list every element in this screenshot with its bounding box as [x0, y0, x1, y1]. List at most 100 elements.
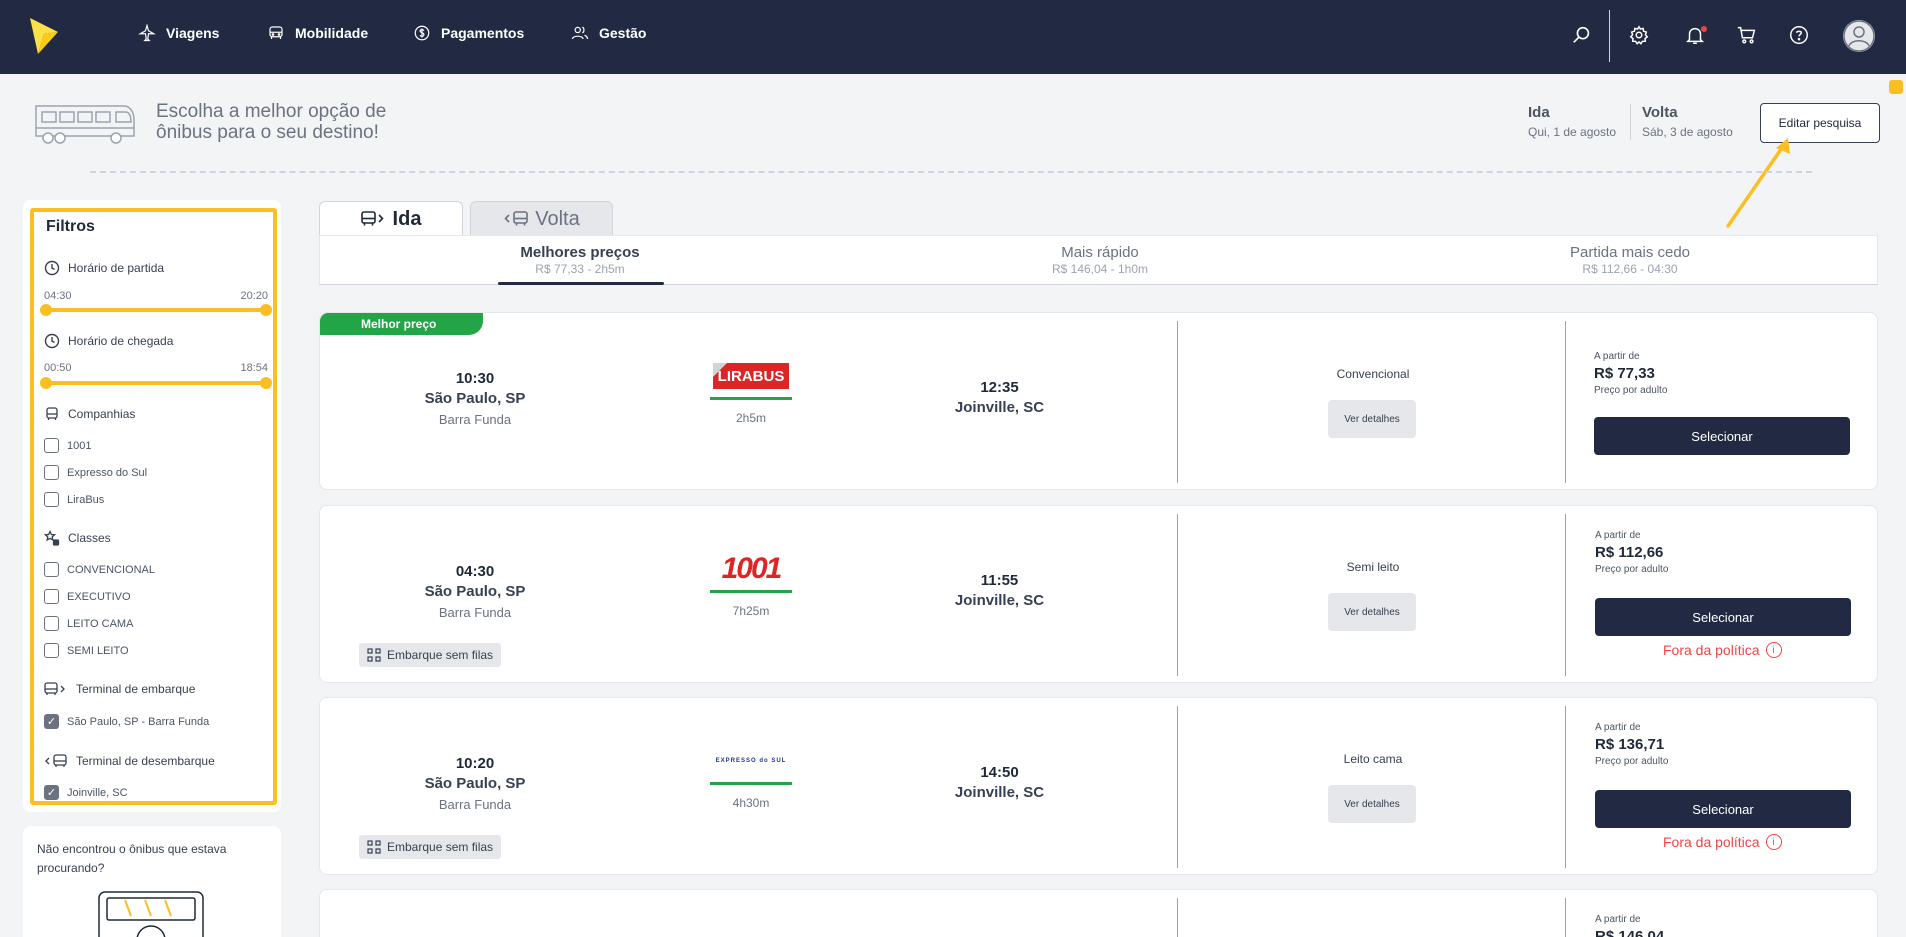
boarding-option[interactable]: ✓ São Paulo, SP - Barra Funda — [44, 714, 209, 729]
arrival-info: 12:35 Joinville, SC — [937, 379, 1062, 416]
price-block: A partir de R$ 77,33 Preço por adulto — [1594, 351, 1667, 396]
checkbox[interactable] — [44, 438, 59, 453]
out-of-policy-warning[interactable]: Fora da política i — [1663, 642, 1823, 658]
price-amount: R$ 136,71 — [1595, 736, 1665, 753]
class-option-label: SEMI LEITO — [67, 644, 129, 657]
select-button[interactable]: Selecionar — [1594, 417, 1850, 455]
info-icon[interactable]: i — [1765, 834, 1782, 850]
tab-ida[interactable]: Ida — [319, 201, 463, 236]
avatar[interactable] — [1843, 20, 1875, 52]
nav-item-label: Gestão — [599, 25, 647, 41]
search-icon[interactable] — [1571, 24, 1593, 46]
result-card: 10:20 São Paulo, SP Barra Funda EXPRESSO… — [319, 697, 1878, 875]
checkbox[interactable] — [44, 492, 59, 507]
bell-icon[interactable] — [1684, 24, 1706, 46]
nav-item-gestao[interactable]: Gestão — [571, 24, 646, 42]
app-logo[interactable] — [28, 16, 60, 56]
users-icon — [571, 26, 589, 40]
company-option-expresso-do-sul[interactable]: Expresso do Sul — [44, 465, 147, 480]
help-text: Não encontrou o ônibus que estava procur… — [37, 842, 227, 875]
checkbox-checked[interactable]: ✓ — [44, 714, 59, 729]
tab-volta[interactable]: Volta — [470, 201, 613, 236]
departure-city: São Paulo, SP — [424, 390, 526, 407]
out-of-policy-label: Fora da política — [1663, 642, 1760, 658]
price-from-label: A partir de — [1595, 722, 1641, 733]
departure-info: 10:20 São Paulo, SP Barra Funda — [420, 755, 530, 812]
edit-search-button[interactable]: Editar pesquisa — [1760, 103, 1880, 143]
checkbox[interactable] — [44, 643, 59, 658]
nav-item-viagens[interactable]: Viagens — [138, 24, 219, 42]
sort-option-fastest[interactable]: Mais rápido R$ 146,04 - 1h0m — [1020, 244, 1180, 276]
sort-option-sub: R$ 77,33 - 2h5m — [535, 262, 625, 276]
select-button[interactable]: Selecionar — [1595, 790, 1851, 828]
company-option-lirabus[interactable]: LiraBus — [44, 492, 104, 507]
sort-option-title: Mais rápido — [1061, 244, 1139, 261]
trip-ida-date: Qui, 1 de agosto — [1528, 125, 1617, 139]
company-option-label: LiraBus — [67, 493, 105, 506]
departure-slider[interactable] — [40, 304, 272, 316]
departure-filter-heading: Horário de partida — [44, 260, 164, 276]
arrival-slider-min-handle[interactable] — [40, 377, 52, 389]
checkbox-checked[interactable]: ✓ — [44, 785, 59, 800]
price-per-label: Preço por adulto — [1594, 385, 1668, 396]
info-icon[interactable]: i — [1765, 642, 1782, 658]
arrival-slider[interactable] — [40, 377, 272, 389]
company-name: LIRABUS — [717, 367, 785, 385]
class-option-convencional[interactable]: CONVENCIONAL — [44, 562, 155, 577]
filters-title: Filtros — [46, 218, 95, 235]
view-details-button[interactable]: Ver detalhes — [1328, 593, 1416, 631]
checkbox[interactable] — [44, 616, 59, 631]
clock-icon — [44, 333, 60, 349]
company-logo: LIRABUS — [710, 357, 792, 395]
tab-volta-label: Volta — [535, 207, 580, 230]
select-button[interactable]: Selecionar — [1595, 598, 1851, 636]
class-option-executivo[interactable]: EXECUTIVO — [44, 589, 131, 604]
company-name: EXPRESSO do SUL — [715, 758, 787, 764]
gear-icon[interactable] — [1628, 24, 1650, 46]
company-option-1001[interactable]: 1001 — [44, 438, 91, 453]
user-icon — [1843, 20, 1875, 52]
bus-departure-icon — [360, 211, 384, 226]
arrival-slider-max-handle[interactable] — [260, 377, 272, 389]
bus-arrival-icon — [504, 211, 529, 226]
column-divider — [1177, 706, 1178, 868]
checkbox[interactable] — [44, 589, 59, 604]
company-logo: EXPRESSO do SUL — [710, 742, 792, 780]
price-from-label: A partir de — [1595, 530, 1641, 541]
price-per-label: Preço por adulto — [1595, 564, 1669, 575]
class-option-label: EXECUTIVO — [67, 590, 131, 603]
landing-option[interactable]: ✓ Joinville, SC — [44, 785, 128, 800]
price-from-label: A partir de — [1595, 914, 1641, 925]
landing-option-label: Joinville, SC — [67, 786, 128, 799]
departure-time: 10:30 — [455, 370, 495, 387]
price-per-label: Preço por adulto — [1595, 756, 1669, 767]
view-details-button[interactable]: Ver detalhes — [1328, 400, 1416, 438]
classes-filter-label: Classes — [68, 531, 111, 545]
sort-option-best-price[interactable]: Melhores preços R$ 77,33 - 2h5m — [500, 244, 660, 276]
nav-item-pagamentos[interactable]: Pagamentos — [413, 24, 524, 42]
arrival-time: 12:35 — [980, 379, 1019, 396]
trip-duration: 2h5m — [735, 411, 767, 425]
queue-free-badge: Embarque sem filas — [359, 835, 502, 859]
price-amount: R$ 112,66 — [1595, 544, 1664, 561]
arrival-range-values: 00:50 18:54 — [44, 362, 268, 374]
class-option-semi-leito[interactable]: SEMI LEITO — [44, 643, 129, 658]
class-option-leito-cama[interactable]: LEITO CAMA — [44, 616, 133, 631]
result-card: A partir de R$ 146,04 — [319, 889, 1878, 937]
departure-slider-min-handle[interactable] — [40, 304, 52, 316]
nav-item-mobilidade[interactable]: Mobilidade — [267, 24, 368, 42]
checkbox[interactable] — [44, 562, 59, 577]
departure-slider-max-handle[interactable] — [260, 304, 272, 316]
checkbox[interactable] — [44, 465, 59, 480]
out-of-policy-warning[interactable]: Fora da política i — [1663, 834, 1823, 850]
column-divider — [1177, 898, 1178, 937]
cart-icon[interactable] — [1736, 24, 1758, 46]
sort-option-earliest[interactable]: Partida mais cedo R$ 112,66 - 04:30 — [1530, 244, 1730, 276]
help-icon[interactable] — [1788, 24, 1810, 46]
bus-arrival-icon — [45, 754, 67, 767]
nav-item-label: Pagamentos — [441, 25, 525, 41]
boarding-filter-heading: Terminal de embarque — [44, 681, 195, 697]
bus-departure-icon — [44, 682, 65, 695]
view-details-button[interactable]: Ver detalhes — [1328, 785, 1416, 823]
sort-option-sub: R$ 112,66 - 04:30 — [1582, 262, 1678, 276]
